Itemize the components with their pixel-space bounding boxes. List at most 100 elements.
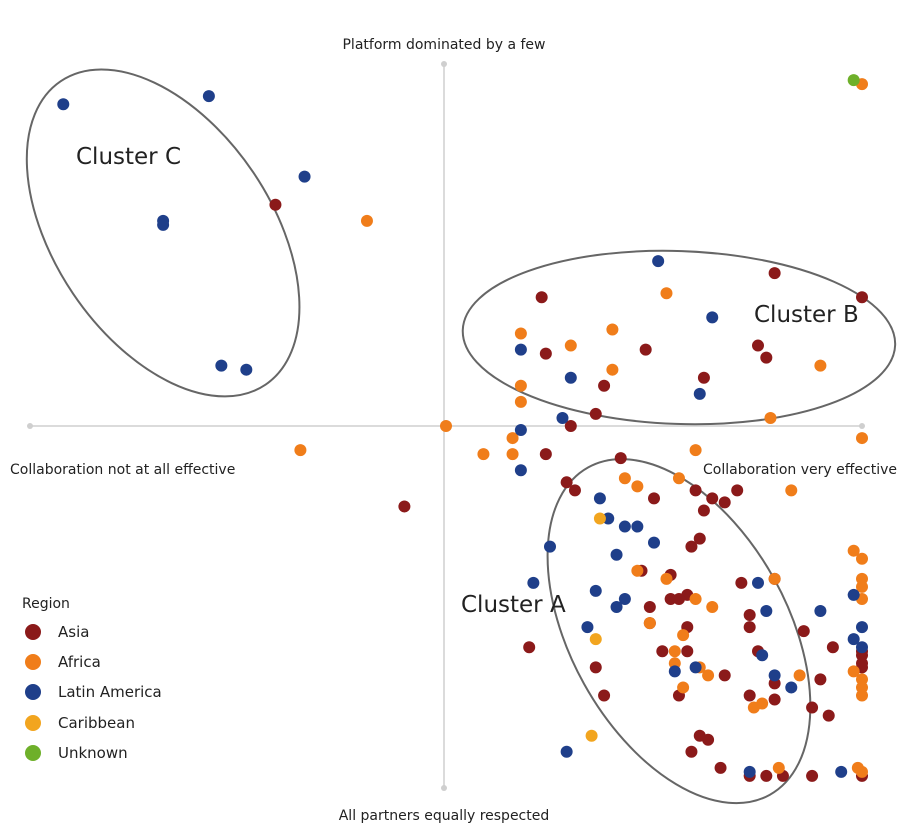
data-point-asia [743, 621, 756, 634]
cluster-a-label: Cluster A [461, 592, 566, 618]
data-point-latin-america [581, 621, 594, 634]
data-point-latin-america [668, 665, 681, 678]
data-point-latin-america [215, 359, 228, 372]
data-point-latin-america [514, 424, 527, 437]
data-point-latin-america [240, 363, 253, 376]
data-point-latin-america [693, 387, 706, 400]
data-point-latin-america [589, 584, 602, 597]
data-point-africa [677, 681, 690, 694]
data-point-africa [506, 432, 519, 445]
data-point-latin-america [610, 548, 623, 561]
data-point-latin-america [202, 90, 215, 103]
data-point-latin-america [618, 592, 631, 605]
data-point-latin-america [57, 98, 70, 111]
data-point-asia [656, 645, 669, 658]
data-point-asia [743, 609, 756, 622]
data-point-asia [564, 420, 577, 432]
data-point-africa [847, 544, 860, 557]
legend-item-unknown: Unknown [25, 744, 128, 762]
data-point-asia [672, 592, 685, 605]
legend-label-caribbean: Caribbean [58, 714, 135, 732]
data-point-latin-america [556, 411, 569, 424]
data-point-latin-america [610, 601, 623, 613]
data-point-asia [718, 496, 731, 509]
data-point-africa [677, 629, 690, 642]
data-point-asia [826, 641, 839, 654]
data-point-asia [681, 645, 694, 658]
data-point-africa [514, 395, 527, 408]
data-point-latin-america [856, 641, 868, 654]
data-point-africa [772, 761, 785, 774]
data-point-asia [685, 540, 698, 553]
data-point-latin-america [560, 745, 573, 758]
data-point-asia [685, 745, 698, 758]
data-point-asia [702, 733, 715, 746]
data-point-africa [689, 444, 702, 457]
data-point-africa [618, 472, 631, 485]
data-point-latin-america [648, 536, 660, 549]
data-point-africa [856, 765, 868, 778]
data-point-asia [718, 669, 731, 682]
data-point-asia [752, 339, 764, 352]
cluster-ellipse-cluster-b [461, 249, 897, 426]
y-axis-bottom-label: All partners equally respected [339, 808, 550, 824]
data-point-africa [606, 363, 619, 376]
data-point-asia [689, 484, 702, 497]
data-point-africa [606, 323, 619, 336]
legend-swatch-caribbean [25, 715, 41, 731]
data-point-africa [668, 645, 681, 658]
data-point-latin-america [706, 311, 719, 324]
data-point-africa [702, 669, 715, 682]
data-point-asia [589, 407, 602, 420]
legend-item-asia: Asia [25, 623, 89, 641]
legend-label-africa: Africa [58, 653, 101, 671]
data-point-asia [598, 689, 611, 702]
data-point-latin-america [847, 588, 860, 601]
cluster-labels: Cluster C Cluster B Cluster A [76, 144, 859, 618]
data-point-latin-america [618, 520, 631, 533]
legend-swatch-unknown [25, 745, 41, 761]
data-point-asia [693, 532, 706, 545]
data-point-asia [539, 347, 552, 360]
data-point-asia [760, 769, 773, 782]
legend-title: Region [22, 596, 70, 612]
data-point-africa [294, 444, 307, 457]
data-point-africa [440, 420, 452, 432]
data-point-asia [806, 701, 819, 714]
data-point-asia [523, 641, 536, 654]
data-point-caribbean [585, 729, 598, 742]
data-point-asia [806, 769, 819, 782]
data-point-latin-america [564, 371, 577, 384]
data-point-africa [631, 564, 644, 577]
data-point-africa [631, 480, 644, 493]
data-point-latin-america [814, 605, 827, 618]
data-point-latin-america [157, 218, 170, 231]
data-point-latin-america [847, 633, 860, 646]
data-point-africa [793, 669, 806, 682]
data-point-asia [856, 291, 868, 304]
data-point-africa [672, 472, 685, 485]
data-point-asia [760, 351, 773, 364]
x-axis-right-end [859, 423, 865, 429]
data-point-asia [768, 693, 781, 706]
data-point-asia [643, 601, 656, 613]
data-point-asia [822, 709, 835, 722]
data-point-asia [768, 267, 781, 280]
data-point-latin-america [527, 576, 540, 589]
data-point-asia [598, 379, 611, 392]
data-point-latin-america [756, 649, 769, 662]
data-point-latin-america [768, 669, 781, 682]
x-axis-right-label: Collaboration very effective [703, 462, 897, 478]
data-point-africa [660, 287, 673, 300]
data-point-asia [697, 371, 710, 384]
data-point-caribbean [589, 633, 602, 646]
data-point-africa [477, 448, 490, 461]
data-point-africa [514, 327, 527, 340]
data-point-asia [664, 592, 677, 605]
data-point-africa [643, 617, 656, 630]
data-point-latin-america [514, 464, 527, 477]
legend-swatch-latin-america [25, 684, 41, 700]
cluster-ellipse-cluster-c [25, 68, 301, 398]
legend-item-caribbean: Caribbean [25, 714, 135, 732]
data-point-asia [648, 492, 660, 505]
